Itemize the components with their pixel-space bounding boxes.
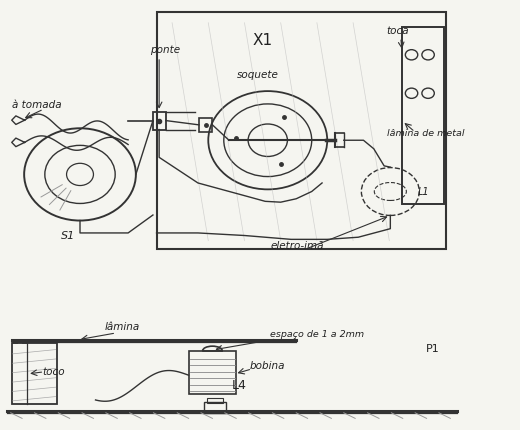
Text: bobina: bobina bbox=[250, 361, 285, 371]
Bar bbox=[402, 27, 444, 204]
Text: lâmina: lâmina bbox=[105, 322, 140, 332]
Bar bbox=[12, 343, 57, 404]
Text: toco: toco bbox=[43, 367, 66, 378]
Text: lâmina de metal: lâmina de metal bbox=[387, 129, 464, 138]
Bar bbox=[207, 398, 223, 403]
Text: S1: S1 bbox=[61, 230, 75, 241]
Text: à tomada: à tomada bbox=[12, 100, 61, 111]
Text: L4: L4 bbox=[231, 379, 246, 392]
Text: ponte: ponte bbox=[150, 45, 180, 55]
Bar bbox=[204, 402, 226, 413]
Bar bbox=[157, 12, 446, 249]
Text: X1: X1 bbox=[252, 34, 272, 49]
Text: eletro-imã: eletro-imã bbox=[270, 241, 324, 251]
Bar bbox=[189, 351, 236, 393]
Bar bbox=[153, 112, 166, 129]
Text: espaço de 1 a 2mm: espaço de 1 a 2mm bbox=[270, 330, 365, 339]
Text: L1: L1 bbox=[418, 187, 430, 197]
Bar bbox=[199, 118, 212, 132]
Text: toca: toca bbox=[387, 25, 409, 36]
Text: P1: P1 bbox=[425, 344, 439, 354]
Text: soquete: soquete bbox=[237, 71, 279, 80]
